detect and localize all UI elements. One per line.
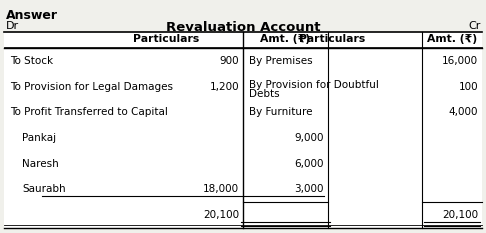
Text: Dr: Dr [6,21,19,31]
Text: By Premises: By Premises [249,56,312,66]
Text: 100: 100 [458,82,478,92]
Text: Pankaj: Pankaj [22,133,56,143]
Text: Amt. (₹): Amt. (₹) [260,34,311,44]
Text: 1,200: 1,200 [209,82,239,92]
Text: 18,000: 18,000 [203,185,239,194]
Bar [4,32,482,48]
Text: Cr: Cr [469,21,481,31]
Text: By Provision for Doubtful: By Provision for Doubtful [249,80,379,89]
Text: Answer: Answer [6,9,58,22]
Text: To Profit Transferred to Capital: To Profit Transferred to Capital [10,107,168,117]
Text: Debts: Debts [249,89,279,99]
Text: To Provision for Legal Damages: To Provision for Legal Damages [10,82,173,92]
Text: 9,000: 9,000 [295,133,324,143]
Text: Amt. (₹): Amt. (₹) [427,34,477,44]
Text: 16,000: 16,000 [442,56,478,66]
Text: Naresh: Naresh [22,159,59,169]
Text: 6,000: 6,000 [295,159,324,169]
Text: Saurabh: Saurabh [22,185,66,194]
Text: Revaluation Account: Revaluation Account [166,21,320,34]
Text: 4,000: 4,000 [449,107,478,117]
Text: 20,100: 20,100 [442,210,478,220]
Text: 3,000: 3,000 [295,185,324,194]
Text: To Stock: To Stock [10,56,53,66]
Text: Particulars: Particulars [299,34,365,44]
Text: 20,100: 20,100 [203,210,239,220]
Text: Particulars: Particulars [133,34,199,44]
Text: By Furniture: By Furniture [249,107,312,117]
Text: 900: 900 [219,56,239,66]
Bar [4,32,482,228]
